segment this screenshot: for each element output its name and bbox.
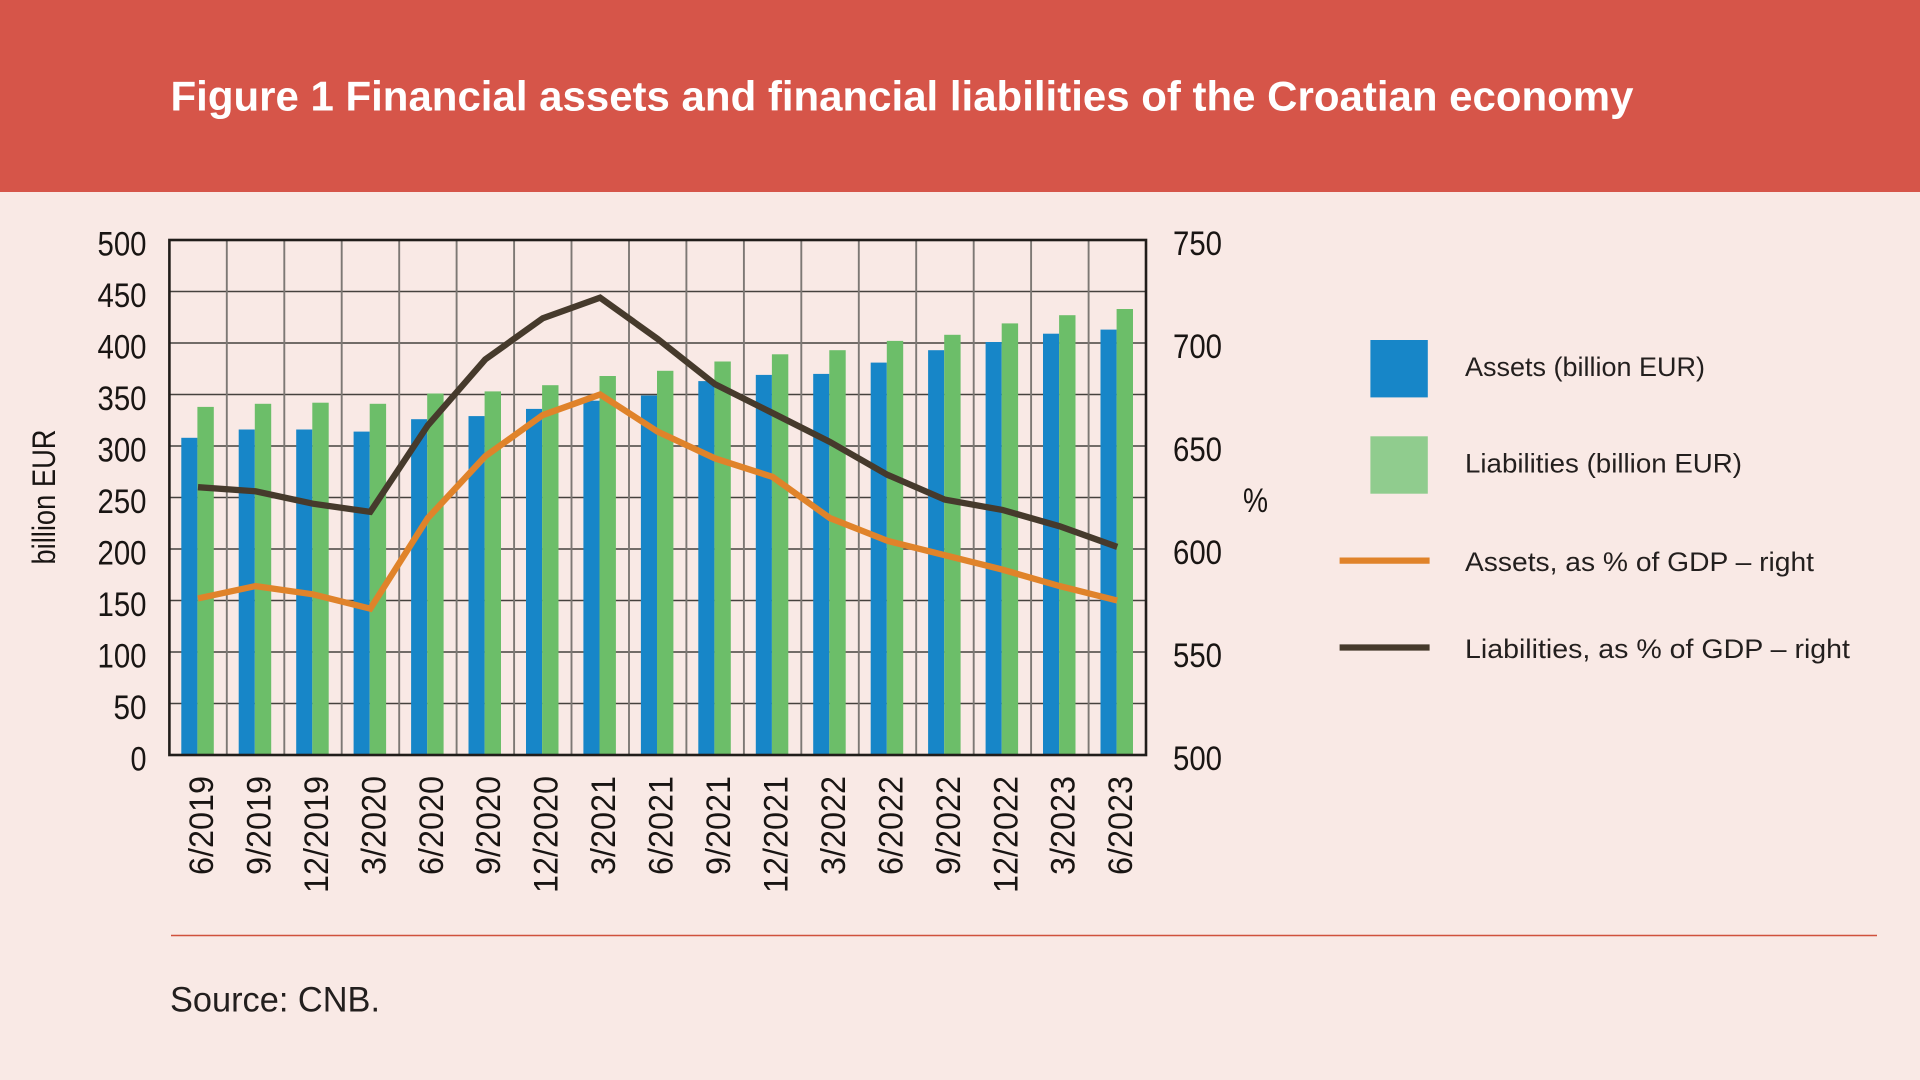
svg-text:100: 100 xyxy=(98,637,147,675)
svg-text:Figure 1 Financial assets and: Figure 1 Financial assets and financial … xyxy=(171,74,1634,120)
svg-text:3/2023: 3/2023 xyxy=(1045,776,1083,875)
svg-text:3/2022: 3/2022 xyxy=(815,776,853,875)
svg-text:9/2022: 9/2022 xyxy=(930,776,968,875)
svg-text:6/2022: 6/2022 xyxy=(872,776,910,875)
svg-text:50: 50 xyxy=(114,689,147,727)
svg-text:550: 550 xyxy=(1173,637,1222,675)
svg-text:9/2019: 9/2019 xyxy=(240,776,278,875)
svg-text:6/2021: 6/2021 xyxy=(643,776,681,875)
svg-text:750: 750 xyxy=(1173,225,1222,263)
svg-text:700: 700 xyxy=(1173,328,1222,366)
svg-text:Assets, as % of GDP – right: Assets, as % of GDP – right xyxy=(1465,547,1815,577)
svg-text:Assets (billion EUR): Assets (billion EUR) xyxy=(1465,352,1705,382)
svg-text:200: 200 xyxy=(98,534,147,572)
svg-text:6/2020: 6/2020 xyxy=(413,776,451,875)
svg-text:400: 400 xyxy=(98,328,147,366)
svg-text:6/2019: 6/2019 xyxy=(183,776,221,875)
svg-text:6/2023: 6/2023 xyxy=(1102,776,1140,875)
svg-text:500: 500 xyxy=(1173,740,1222,778)
svg-text:billion EUR: billion EUR xyxy=(25,430,62,565)
svg-text:250: 250 xyxy=(98,483,147,521)
svg-text:3/2021: 3/2021 xyxy=(585,776,623,875)
svg-text:150: 150 xyxy=(98,586,147,624)
svg-text:%: % xyxy=(1243,482,1268,520)
svg-text:3/2020: 3/2020 xyxy=(355,776,393,875)
svg-text:12/2021: 12/2021 xyxy=(758,776,796,893)
svg-text:12/2019: 12/2019 xyxy=(298,776,336,893)
svg-text:Source: CNB.: Source: CNB. xyxy=(170,980,380,1019)
svg-text:12/2020: 12/2020 xyxy=(528,776,566,893)
svg-text:Liabilities, as % of GDP – rig: Liabilities, as % of GDP – right xyxy=(1465,634,1851,664)
svg-text:600: 600 xyxy=(1173,534,1222,572)
svg-text:0: 0 xyxy=(131,740,147,778)
svg-text:12/2022: 12/2022 xyxy=(987,776,1025,893)
svg-text:350: 350 xyxy=(98,380,147,418)
svg-text:650: 650 xyxy=(1173,431,1222,469)
svg-text:Liabilities (billion EUR): Liabilities (billion EUR) xyxy=(1465,449,1742,479)
svg-text:500: 500 xyxy=(98,225,147,263)
svg-text:9/2021: 9/2021 xyxy=(700,776,738,875)
svg-text:450: 450 xyxy=(98,277,147,315)
svg-text:9/2020: 9/2020 xyxy=(470,776,508,875)
svg-text:300: 300 xyxy=(98,431,147,469)
